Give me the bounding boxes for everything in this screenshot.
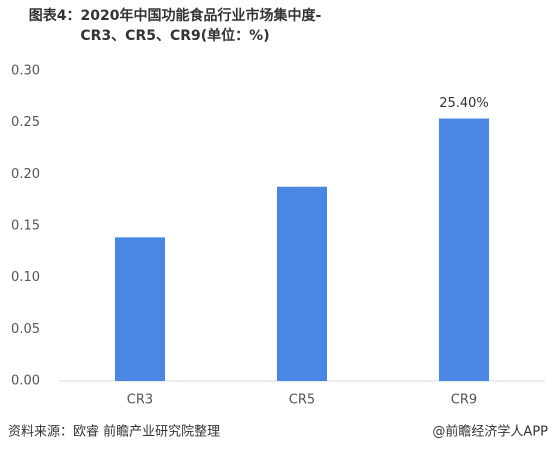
x-tick-label: CR9 bbox=[451, 393, 477, 408]
y-tick-label: 0.00 bbox=[11, 374, 40, 389]
credit: @前瞻经济学人APP bbox=[432, 424, 548, 440]
source: 资料来源：欧睿 前瞻产业研究院整理 bbox=[8, 424, 220, 440]
value-label: 25.40% bbox=[439, 96, 489, 111]
y-tick-label: 0.25 bbox=[11, 115, 40, 130]
y-tick-label: 0.05 bbox=[11, 322, 40, 337]
y-tick-label: 0.15 bbox=[11, 219, 40, 234]
bar bbox=[115, 237, 165, 381]
bar bbox=[439, 118, 489, 382]
x-tick-label: CR3 bbox=[127, 393, 153, 408]
y-tick-label: 0.30 bbox=[11, 64, 40, 79]
x-tick-label: CR5 bbox=[289, 393, 315, 408]
bar bbox=[277, 186, 327, 381]
y-tick-label: 0.10 bbox=[11, 270, 40, 285]
y-tick-label: 0.20 bbox=[11, 167, 40, 182]
chart-title: 图表4：2020年中国功能食品行业市场集中度-CR3、CR5、CR9(单位：%) bbox=[28, 8, 322, 44]
